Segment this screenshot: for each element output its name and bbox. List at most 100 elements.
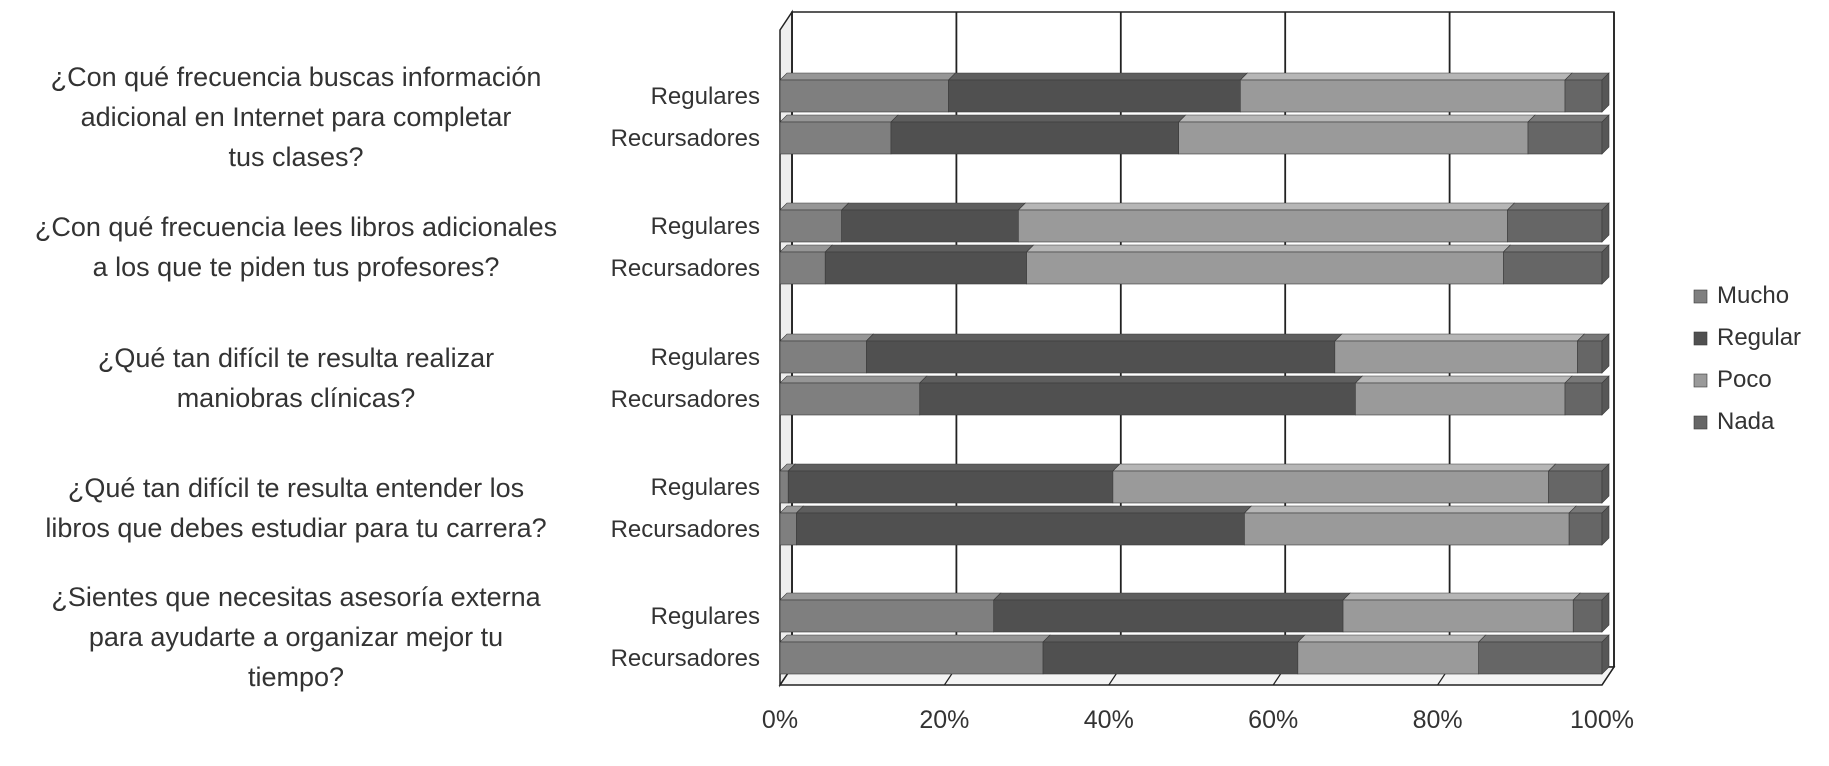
bar-segment	[890, 121, 1179, 155]
bar-segment-top	[1017, 202, 1516, 211]
bar-segment-top	[1342, 592, 1581, 601]
bar-segment	[1112, 470, 1549, 504]
bar-segment-top	[1243, 505, 1577, 514]
bar-segment	[1026, 251, 1504, 285]
bar-segment-side	[1601, 634, 1610, 675]
bar-segment-top	[1477, 634, 1610, 643]
bar-segment	[1240, 79, 1566, 113]
group-label: Regulares	[651, 474, 760, 501]
question-text-line: ¿Qué tan difícil te resulta entender los	[68, 473, 524, 503]
question-text-line: tus clases?	[228, 142, 363, 172]
bar-segment	[1507, 209, 1603, 243]
bar-segment-side	[1601, 202, 1610, 243]
question-text-line: ¿Con qué frecuencia lees libros adiciona…	[35, 212, 557, 242]
legend-swatch	[1693, 331, 1708, 346]
bar-segment	[1297, 641, 1479, 675]
bar-segment-top	[1297, 634, 1487, 643]
bar-segment	[1342, 599, 1574, 633]
bar-segment-top	[919, 375, 1364, 384]
bar-segment	[1244, 512, 1570, 546]
bar-segment-top	[787, 463, 1121, 472]
bar-segment-top	[1354, 375, 1573, 384]
question-text-line: ¿Qué tan difícil te resulta realizar	[98, 343, 494, 373]
bar-segment	[1568, 512, 1603, 546]
bar-segment-top	[1502, 244, 1610, 253]
bar-segment-top	[992, 592, 1351, 601]
x-tick-label: 20%	[919, 706, 969, 734]
bar-segment-top	[1239, 72, 1573, 81]
bar-segment-side	[1601, 244, 1610, 285]
bar-segment-top	[779, 202, 850, 211]
bar-segment	[824, 251, 1027, 285]
bar-segment	[993, 599, 1344, 633]
group-label: Recursadores	[611, 516, 760, 543]
bar-segment-top	[1527, 114, 1610, 123]
bar-segment	[841, 209, 1019, 243]
bar-segment-top	[779, 114, 899, 123]
bar-segment	[779, 382, 921, 416]
bar-segment	[1478, 641, 1603, 675]
bar-segment	[1355, 382, 1566, 416]
bar-segment	[787, 470, 1114, 504]
group-label: Recursadores	[611, 125, 760, 152]
x-axis-ticks: 0% 20% 40% 60% 80% 100%	[762, 706, 1634, 734]
bar-segment-top	[779, 333, 875, 342]
question-text-line: maniobras clínicas?	[177, 383, 416, 413]
bar-segment	[1572, 599, 1603, 633]
question-text-line: ¿Sientes que necesitas asesoría externa	[51, 582, 541, 612]
question-text-line: adicional en Internet para completar	[81, 102, 512, 132]
bar-segment	[1334, 340, 1578, 374]
bar-segment	[1527, 121, 1603, 155]
bar-segment-top	[1112, 463, 1557, 472]
bars	[779, 72, 1610, 675]
bar-segment-top	[1547, 463, 1610, 472]
bar-segment-top	[1025, 244, 1512, 253]
bar-segment	[779, 251, 826, 285]
bar-segment-side	[1601, 505, 1610, 546]
question-labels: ¿Con qué frecuencia buscas información ad…	[35, 62, 557, 692]
bar-segment	[1564, 79, 1603, 113]
bar-segment-side	[1601, 114, 1610, 155]
question-text-line: tiempo?	[248, 662, 344, 692]
group-label: Regulares	[651, 603, 760, 630]
x-tick-label: 100%	[1570, 706, 1634, 734]
bar-segment	[1564, 382, 1603, 416]
bar-segment	[779, 470, 789, 504]
bar-segment-top	[840, 202, 1027, 211]
bar-segment-top	[779, 634, 1051, 643]
group-label: Recursadores	[611, 645, 760, 672]
bar-segment-top	[1334, 333, 1586, 342]
bar-segment-side	[1601, 592, 1610, 633]
bar-segment-top	[1042, 634, 1306, 643]
group-label: Recursadores	[611, 255, 760, 282]
bar-segment-top	[779, 592, 1002, 601]
bar-segment-top	[1564, 72, 1610, 81]
bar-segment	[1178, 121, 1529, 155]
bar-segment	[1018, 209, 1508, 243]
legend: Mucho Regular Poco Nada	[1693, 282, 1801, 435]
bar-segment	[779, 641, 1044, 675]
bar-segment	[919, 382, 1356, 416]
bar-segment-top	[947, 72, 1249, 81]
group-label: Regulares	[651, 83, 760, 110]
bar-segment-top	[779, 375, 928, 384]
bar-segment	[796, 512, 1245, 546]
bar-segment	[1548, 470, 1603, 504]
legend-swatch	[1693, 415, 1708, 430]
bar-segment	[779, 340, 867, 374]
bar-segment-side	[1601, 333, 1610, 374]
legend-label: Regular	[1717, 324, 1801, 351]
bar-segment-top	[1564, 375, 1610, 384]
bar-segment	[866, 340, 1336, 374]
question-text-line: libros que debes estudiar para tu carrer…	[45, 513, 546, 543]
bar-segment-top	[865, 333, 1343, 342]
legend-label: Mucho	[1717, 282, 1789, 309]
bar-segment-top	[824, 244, 1035, 253]
bar-segment-side	[1601, 72, 1610, 113]
group-label: Regulares	[651, 344, 760, 371]
group-labels: Regulares Recursadores Regulares Recursador…	[611, 83, 760, 672]
bar-segment-top	[795, 505, 1253, 514]
group-label: Recursadores	[611, 386, 760, 413]
bar-segment	[779, 121, 892, 155]
